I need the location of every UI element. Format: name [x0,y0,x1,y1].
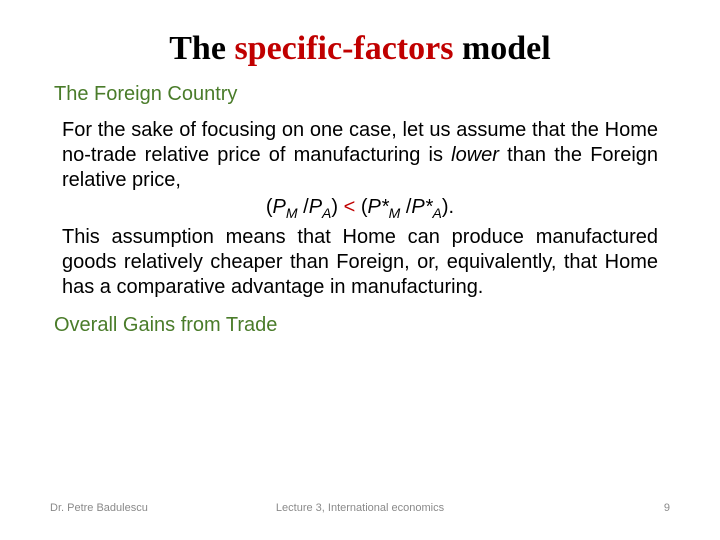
slide-container: The specific-factors model The Foreign C… [0,0,720,540]
formula-slash2: / [400,196,411,218]
para1-lower: lower [451,144,499,166]
price-formula: (PM /PA) < (P*M /P*A). [62,195,658,223]
formula-slash1: / [298,196,309,218]
formula-Pa: PA [309,196,332,218]
paragraph-1: For the sake of focusing on one case, le… [62,118,658,193]
formula-close1: ) [331,196,343,218]
formula-Pstar-m: P*M [368,196,401,218]
footer-lecture: Lecture 3, International economics [276,502,444,514]
title-highlight: specific-factors [234,30,453,67]
body-text: For the sake of focusing on one case, le… [62,118,658,300]
formula-open2: ( [355,196,367,218]
formula-less-than: < [344,196,356,218]
footer-author: Dr. Petre Badulescu [50,502,148,514]
footer-page-number: 9 [664,502,670,514]
title-pre: The [169,30,234,67]
subheading-overall-gains: Overall Gains from Trade [54,314,670,337]
slide-title: The specific-factors model [50,30,670,68]
formula-Pstar-a: P*A [411,196,441,218]
paragraph-2: This assumption means that Home can prod… [62,225,658,300]
subheading-foreign-country: The Foreign Country [54,83,670,106]
formula-Pm: PM [273,196,298,218]
slide-footer: Dr. Petre Badulescu Lecture 3, Internati… [0,502,720,514]
formula-close2: ). [442,196,454,218]
formula-open: ( [266,196,273,218]
title-post: model [453,30,550,67]
